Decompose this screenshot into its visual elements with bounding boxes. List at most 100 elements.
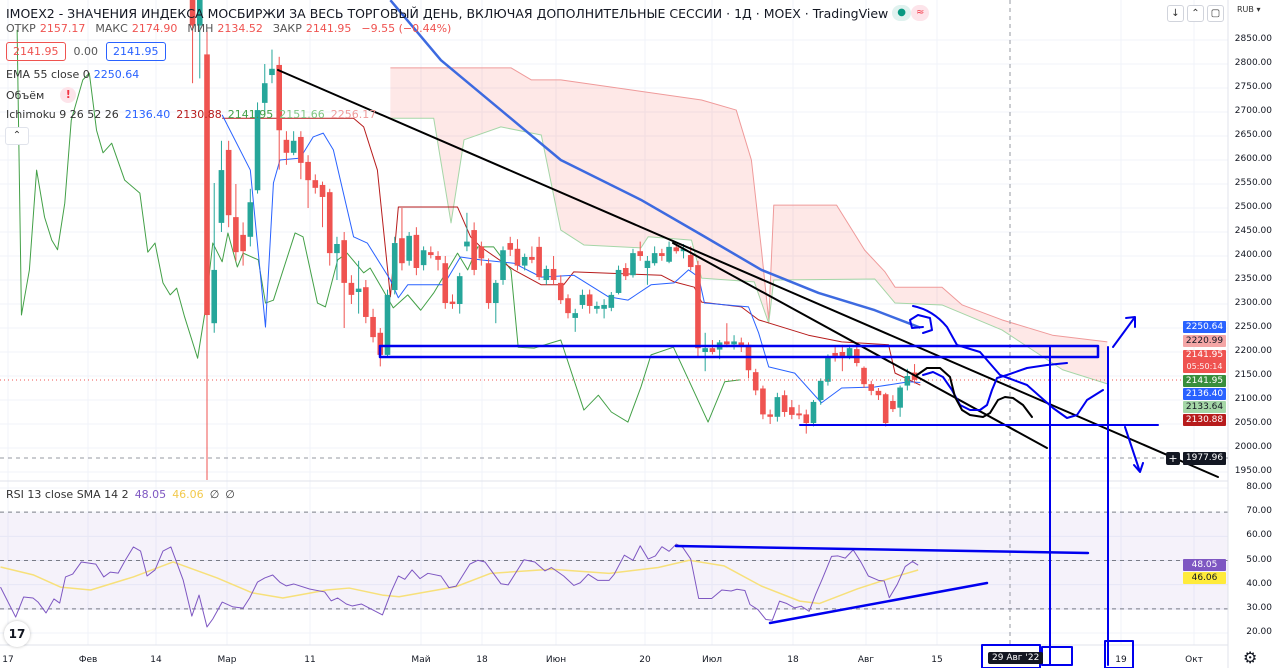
candle-body	[507, 243, 514, 250]
candle-body	[731, 341, 737, 345]
candle-body	[825, 356, 831, 382]
candle-body	[406, 235, 412, 261]
candle-body	[579, 294, 586, 305]
candle	[868, 380, 875, 396]
candle-body	[218, 170, 225, 223]
rsi-label: RSI 13 close SMA 14 2	[6, 488, 129, 501]
candle-body	[752, 372, 759, 391]
rsi-line	[0, 543, 919, 628]
candle	[312, 174, 319, 194]
time-axis-label: Мар	[217, 655, 237, 665]
candle	[832, 347, 838, 362]
rsi-sma-line	[0, 559, 919, 605]
candle-body	[608, 294, 615, 308]
candle	[514, 239, 521, 271]
ichimoku-legend[interactable]: Ichimoku 9 26 52 26 2136.40 2130.88 2141…	[6, 108, 376, 121]
low-value: 2134.52	[217, 22, 263, 35]
rsi-axis-label: 70.00	[1246, 506, 1272, 517]
candle-body	[594, 305, 600, 309]
date-highlight-box-2[interactable]	[1041, 646, 1073, 666]
ichimoku-label: Ichimoku 9 26 52 26	[6, 108, 119, 121]
rsi-legend[interactable]: RSI 13 close SMA 14 2 48.05 46.06 ∅ ∅	[6, 488, 235, 501]
price-axis-label: 1950.00	[1234, 466, 1272, 476]
collapse-legend-button[interactable]: ⌃	[5, 127, 29, 145]
ichimoku-cloud	[390, 67, 1108, 384]
price-pane[interactable]	[16, 0, 1108, 480]
candle	[334, 236, 340, 280]
forecast-path-black[interactable]	[916, 367, 1033, 418]
candle	[211, 183, 218, 333]
candle-body	[890, 400, 896, 410]
rsi-resistance-line[interactable]	[674, 544, 1090, 555]
candle	[428, 246, 434, 259]
lagging-span-line	[16, 29, 740, 423]
candle	[261, 64, 268, 112]
arrow-down[interactable]	[1124, 426, 1144, 473]
settings-gear-icon[interactable]: ⚙	[1243, 648, 1258, 667]
candle-body	[637, 251, 643, 256]
forecast-path-2[interactable]	[922, 362, 1068, 411]
candle	[615, 265, 622, 295]
candle	[420, 246, 427, 271]
add-alert-plus-icon[interactable]: +	[1166, 452, 1180, 465]
rsi-axis-label: 30.00	[1246, 602, 1272, 613]
candle-body	[355, 288, 362, 292]
lagging-price-tag: 2141.95	[1183, 375, 1226, 387]
last-price-tag: 2141.95 05:50:14	[1183, 350, 1226, 373]
scroll-down-button[interactable]: ↓	[1167, 5, 1184, 22]
currency-select[interactable]: RUB ▾	[1237, 5, 1261, 14]
ichimoku-lagging-value: 2141.95	[227, 108, 274, 121]
candle-body	[341, 240, 347, 283]
conversion-line	[221, 114, 921, 404]
price-axis-label: 2600.00	[1234, 154, 1272, 164]
candle	[594, 301, 600, 314]
candle-body	[305, 161, 311, 181]
candle-body	[420, 250, 427, 266]
leading-span-a-line	[390, 117, 1108, 385]
leading-span-b-line	[390, 67, 1108, 343]
support-zone-rectangle[interactable]	[378, 344, 1100, 359]
date-highlight-box-3[interactable]	[1104, 640, 1134, 668]
candle-body	[601, 304, 607, 309]
candle-body	[572, 313, 579, 318]
candle	[565, 294, 571, 319]
candle-body	[630, 253, 636, 276]
arrow-up[interactable]	[1112, 316, 1136, 348]
candle-body	[334, 244, 340, 254]
maximize-pane-button[interactable]: ▢	[1207, 5, 1224, 22]
trendline-long[interactable]	[277, 69, 1219, 478]
tradingview-logo[interactable]: 17	[4, 621, 30, 647]
user-drawings[interactable]	[277, 69, 1219, 668]
warning-icon[interactable]: !	[60, 87, 77, 103]
candle-body	[875, 390, 882, 396]
rsi-sma-price-tag: 46.06	[1183, 572, 1226, 584]
open-value: 2157.17	[39, 22, 86, 35]
collapse-pane-button[interactable]: ⌃	[1187, 5, 1204, 22]
market-status-icon[interactable]: ●	[892, 5, 911, 21]
candle	[189, 0, 196, 84]
buy-button[interactable]: 2141.95	[106, 42, 166, 61]
candle	[247, 188, 254, 247]
forecast-path-1[interactable]	[912, 305, 1104, 419]
volume-label: Объём	[6, 88, 45, 102]
ema-legend[interactable]: EMA 55 close 0 2250.64	[6, 68, 139, 81]
candle	[435, 251, 441, 271]
rsi-support-line[interactable]	[768, 581, 989, 625]
volume-legend[interactable]: Объём !	[6, 87, 77, 103]
candle-body	[413, 234, 420, 268]
rsi-pane[interactable]	[0, 511, 1228, 628]
candle-body	[659, 253, 665, 256]
candle	[254, 102, 261, 194]
candle	[557, 275, 564, 304]
candle	[399, 208, 405, 271]
candle	[478, 241, 485, 266]
circle-mark[interactable]	[909, 314, 933, 334]
candle-body	[312, 180, 319, 188]
candle	[550, 256, 557, 285]
candle	[543, 265, 550, 285]
chart-title[interactable]: IMOEX2 - ЗНАЧЕНИЯ ИНДЕКСА МОСБИРЖИ ЗА ВЕ…	[6, 5, 889, 21]
data-delay-icon[interactable]: ≈	[910, 5, 930, 21]
sell-button[interactable]: 2141.95	[6, 42, 66, 61]
candle-body	[435, 256, 441, 260]
